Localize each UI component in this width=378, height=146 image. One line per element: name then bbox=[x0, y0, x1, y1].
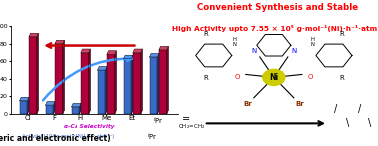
Polygon shape bbox=[115, 51, 116, 114]
Bar bbox=[20, 101, 28, 114]
Polygon shape bbox=[20, 97, 29, 101]
Text: R: R bbox=[339, 75, 344, 81]
Bar bbox=[81, 53, 89, 114]
Text: \: \ bbox=[346, 118, 349, 128]
Polygon shape bbox=[159, 46, 168, 50]
Polygon shape bbox=[63, 40, 64, 114]
Polygon shape bbox=[29, 33, 39, 37]
Bar bbox=[133, 53, 141, 114]
Bar bbox=[107, 54, 115, 114]
Text: Convenient Synthesis and Stable: Convenient Synthesis and Stable bbox=[197, 3, 358, 12]
Text: R: R bbox=[339, 32, 344, 38]
Text: α-C₄ Selectivity: α-C₄ Selectivity bbox=[64, 124, 115, 129]
Polygon shape bbox=[89, 49, 90, 114]
Polygon shape bbox=[107, 51, 116, 54]
Bar bbox=[71, 107, 79, 114]
Polygon shape bbox=[79, 103, 81, 114]
Polygon shape bbox=[105, 67, 107, 114]
Text: Br: Br bbox=[296, 101, 304, 107]
Circle shape bbox=[263, 69, 285, 85]
Polygon shape bbox=[72, 103, 81, 107]
Text: O: O bbox=[307, 74, 313, 80]
Text: Activity (10⁵ g·mol⁻¹[Ni]·h⁻¹·atm⁻¹): Activity (10⁵ g·mol⁻¹[Ni]·h⁻¹·atm⁻¹) bbox=[22, 134, 115, 139]
Text: O: O bbox=[235, 74, 240, 80]
Text: /: / bbox=[334, 104, 337, 114]
Polygon shape bbox=[132, 55, 133, 114]
Polygon shape bbox=[157, 53, 159, 114]
Text: H
N: H N bbox=[311, 37, 315, 47]
Text: CH$_2$=CH$_2$: CH$_2$=CH$_2$ bbox=[178, 122, 205, 131]
Polygon shape bbox=[141, 49, 142, 114]
Text: \: \ bbox=[368, 118, 371, 128]
Bar bbox=[124, 59, 132, 114]
Text: R: R bbox=[203, 32, 208, 38]
Text: High Activity upto 7.55 × 10⁵ g·mol⁻¹(Ni)·h⁻¹·atm⁻¹: High Activity upto 7.55 × 10⁵ g·mol⁻¹(Ni… bbox=[172, 25, 378, 32]
Bar bbox=[150, 57, 157, 114]
Polygon shape bbox=[37, 33, 39, 114]
Text: Br: Br bbox=[243, 101, 252, 107]
Text: Ni: Ni bbox=[269, 73, 278, 82]
Bar bbox=[46, 105, 53, 114]
Polygon shape bbox=[150, 53, 159, 57]
Polygon shape bbox=[55, 40, 64, 44]
Text: H
N: H N bbox=[233, 37, 237, 47]
Polygon shape bbox=[53, 102, 55, 114]
Polygon shape bbox=[98, 67, 107, 70]
Bar bbox=[29, 37, 37, 114]
Polygon shape bbox=[81, 49, 90, 53]
Text: $=$: $=$ bbox=[180, 112, 191, 122]
Polygon shape bbox=[46, 102, 55, 105]
Polygon shape bbox=[124, 55, 133, 59]
Text: N: N bbox=[251, 48, 256, 54]
Bar bbox=[55, 44, 63, 114]
Polygon shape bbox=[167, 46, 168, 114]
Text: /: / bbox=[358, 104, 361, 114]
Polygon shape bbox=[133, 49, 142, 53]
Text: $^{i}$Pr: $^{i}$Pr bbox=[147, 132, 158, 143]
Text: R (Steric and electronic effect): R (Steric and electronic effect) bbox=[0, 134, 110, 143]
Bar bbox=[159, 50, 167, 114]
Bar bbox=[98, 70, 105, 114]
Polygon shape bbox=[28, 97, 29, 114]
Text: R: R bbox=[203, 75, 208, 81]
Text: N: N bbox=[291, 48, 296, 54]
